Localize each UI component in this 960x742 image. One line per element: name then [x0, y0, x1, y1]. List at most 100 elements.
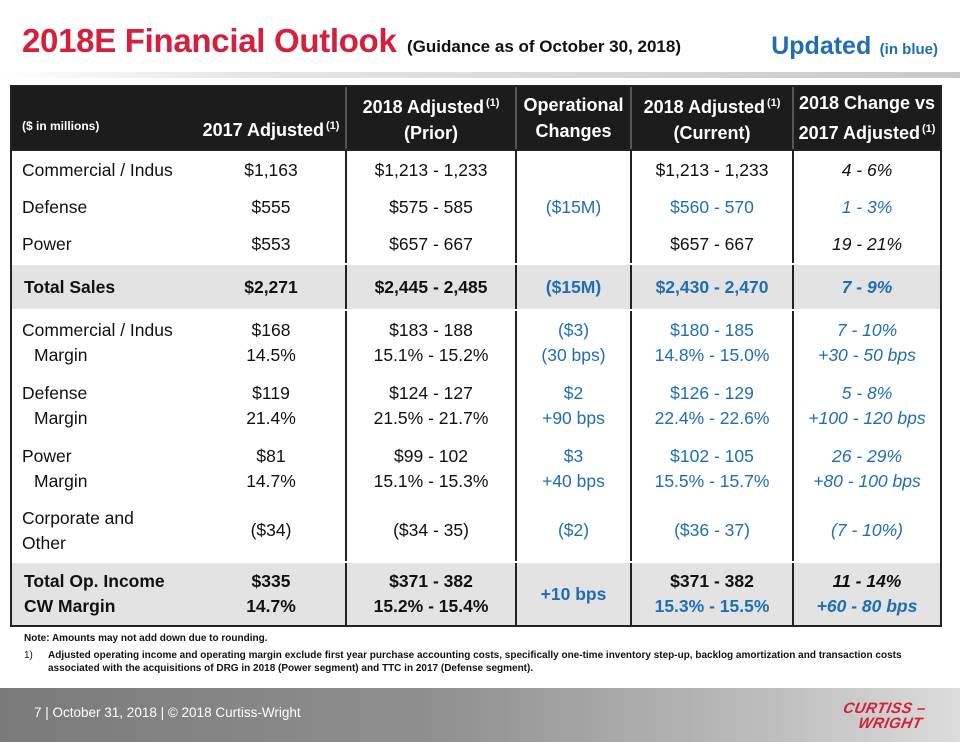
- curtiss-wright-logo: CURTISS – WRIGHT: [824, 698, 942, 734]
- cell-vs2017: 19 - 21%: [831, 234, 903, 254]
- row-label: Total Sales: [24, 276, 116, 297]
- segment-label: Commercial / Indus: [22, 319, 173, 340]
- cell-vs2017: 11 - 14% +60 - 80 bps: [794, 563, 940, 625]
- cell-margin: 14.7%: [246, 596, 296, 616]
- cell-change: ($2): [517, 500, 632, 561]
- cell-value: $126 - 129: [670, 382, 754, 403]
- cell-value: $81: [256, 445, 286, 466]
- financial-outlook-table: ($ in millions) 2017 Adjusted (1) 2018 Ad…: [10, 85, 942, 627]
- page-title-row: 2018E Financial Outlook (Guidance as of …: [22, 22, 681, 60]
- cell-2017: $119 21.4%: [197, 374, 347, 437]
- col-prior-header: 2018 Adjusted (1) (Prior): [347, 87, 517, 149]
- cell-prior: $124 - 127 21.5% - 21.7%: [347, 374, 517, 437]
- cell-margin: 21.5% - 21.7%: [373, 407, 489, 428]
- col-prior-header-text: 2018 Adjusted: [362, 97, 484, 117]
- cell-vs2017: 7 - 9%: [841, 276, 893, 297]
- margin-label: Margin: [34, 407, 88, 428]
- cell-value: $119: [252, 382, 290, 403]
- table-row: Defense Margin $119 21.4% $124 - 127 21.…: [12, 374, 940, 437]
- cell-2017: ($34): [197, 500, 347, 561]
- footnote-1-number: 1): [24, 650, 33, 661]
- footnote-ref: (1): [921, 123, 936, 135]
- cell-current: $126 - 129 22.4% - 22.6%: [632, 374, 794, 437]
- cell-margin: 15.1% - 15.3%: [373, 470, 489, 491]
- col-vs2017-header: 2018 Change vs 2017 Adjusted (1): [794, 87, 940, 149]
- col-vs2017-header-text: 2017 Adjusted: [798, 123, 920, 143]
- rounding-note-text: Note: Amounts may not add down due to ro…: [24, 633, 268, 644]
- slide-footer: 7 | October 31, 2018 | © 2018 Curtiss-Wr…: [0, 688, 960, 742]
- row-label: Commercial / Indus Margin: [12, 311, 197, 374]
- cell-margin: 14.7%: [246, 470, 296, 491]
- cell-vs2017: 1 - 3%: [841, 197, 893, 217]
- updated-legend: Updated (in blue): [771, 32, 938, 61]
- rounding-note: Note: Amounts may not add down due to ro…: [24, 632, 944, 645]
- table-row: Defense $555 $575 - 585 ($15M) $560 - 57…: [12, 189, 940, 226]
- cell-vs2017: 7 - 10% +30 - 50 bps: [794, 311, 940, 374]
- cell-prior: $657 - 667: [347, 226, 517, 263]
- footnote-ref: (1): [766, 97, 781, 109]
- units-header: ($ in millions): [12, 87, 197, 149]
- cell-prior: $1,213 - 1,233: [347, 151, 517, 189]
- cell-2017: $1,163: [197, 151, 347, 189]
- footnote-1: 1) Adjusted operating income and operati…: [24, 649, 944, 675]
- updated-label: Updated: [771, 32, 872, 60]
- updated-note: (in blue): [879, 41, 938, 58]
- total-sales-row: Total Sales $2,271 $2,445 - 2,485 ($15M)…: [12, 263, 940, 311]
- page-title: 2018E Financial Outlook: [22, 22, 397, 59]
- cell-margin: 15.1% - 15.2%: [373, 344, 489, 365]
- table-header-row: ($ in millions) 2017 Adjusted (1) 2018 Ad…: [12, 87, 940, 151]
- cell-current: $2,430 - 2,470: [632, 265, 794, 309]
- cell-value: $371 - 382: [670, 571, 754, 591]
- col-current-header-text: 2018 Adjusted: [643, 97, 765, 117]
- cell-current: $371 - 382 15.3% - 15.5%: [632, 563, 794, 625]
- cell-vs2017: 26 - 29% +80 - 100 bps: [794, 437, 940, 500]
- total-op-income-row: Total Op. Income CW Margin $335 14.7% $3…: [12, 561, 940, 625]
- col-2017-header-text: 2017 Adjusted: [202, 120, 324, 140]
- cell-2017: $81 14.7%: [197, 437, 347, 500]
- cell-value: $102 - 105: [670, 445, 754, 466]
- cell-change: [517, 151, 632, 189]
- row-label: Power Margin: [12, 437, 197, 500]
- cell-change: ($15M): [517, 189, 632, 226]
- cell-value: 5 - 8%: [841, 382, 893, 403]
- cell-vs2017: 4 - 6%: [841, 159, 893, 180]
- cell-value: $168: [251, 319, 291, 340]
- cell-value: $180 - 185: [670, 319, 754, 340]
- col-prior-header-line1: 2018 Adjusted (1): [347, 90, 515, 120]
- row-label-line1: Corporate and: [22, 507, 134, 528]
- cell-prior: $371 - 382 15.2% - 15.4%: [347, 563, 517, 625]
- segment-label: Defense: [22, 382, 88, 403]
- cell-current: $102 - 105 15.5% - 15.7%: [632, 437, 794, 500]
- margin-label: Margin: [34, 344, 88, 365]
- cell-margin: +60 - 80 bps: [816, 596, 918, 616]
- cell-value: $371 - 382: [389, 571, 473, 591]
- cell-margin: +80 - 100 bps: [813, 470, 921, 491]
- cell-margin: 15.2% - 15.4%: [373, 596, 489, 616]
- logo-line-1: CURTISS –: [841, 700, 928, 717]
- cell-prior: $2,445 - 2,485: [347, 265, 517, 309]
- table-row: Corporate and Other ($34) ($34 - 35) ($2…: [12, 500, 940, 561]
- cell-current: $1,213 - 1,233: [632, 151, 794, 189]
- cell-margin: 22.4% - 22.6%: [654, 407, 770, 428]
- col-changes-header: Operational Changes: [517, 87, 632, 149]
- col-changes-header-line1: Operational: [523, 95, 624, 115]
- cell-value: $335: [251, 571, 291, 591]
- footnote-ref: (1): [325, 120, 340, 132]
- cell-prior: $183 - 188 15.1% - 15.2%: [347, 311, 517, 374]
- cell-margin: 21.4%: [246, 407, 296, 428]
- table-row: Power $553 $657 - 667 $657 - 667 19 - 21…: [12, 226, 940, 263]
- page-subtitle: (Guidance as of October 30, 2018): [407, 37, 681, 56]
- cell-current: ($36 - 37): [632, 500, 794, 561]
- cell-value: $99 - 102: [394, 445, 468, 466]
- col-vs2017-header-line2: 2017 Adjusted (1): [794, 116, 940, 146]
- table-row: Power Margin $81 14.7% $99 - 102 15.1% -…: [12, 437, 940, 500]
- row-label: Defense: [22, 197, 88, 217]
- cell-margin: 14.5%: [246, 344, 296, 365]
- row-label: Corporate and Other: [12, 500, 197, 561]
- cell-margin: +100 - 120 bps: [808, 407, 926, 428]
- cell-2017: $335 14.7%: [197, 563, 347, 625]
- col-current-header-line1: 2018 Adjusted (1): [632, 90, 792, 120]
- cell-vs2017: (7 - 10%): [831, 520, 903, 540]
- cell-margin: +40 bps: [542, 470, 605, 491]
- cell-current: $657 - 667: [632, 226, 794, 263]
